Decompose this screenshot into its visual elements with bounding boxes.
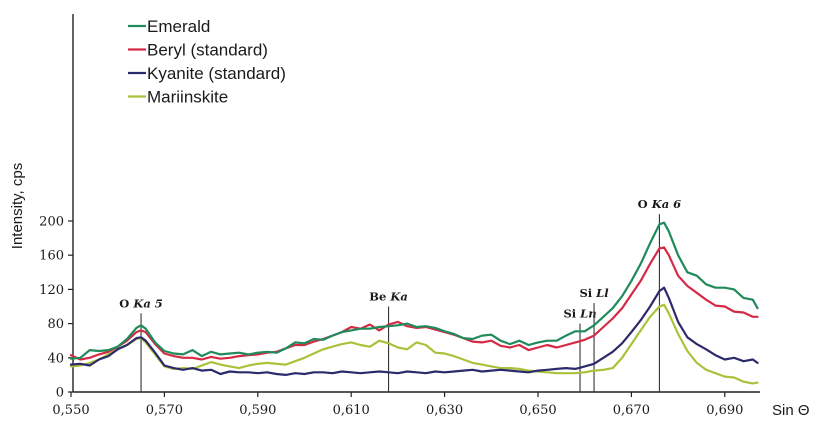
x-tick-label: 0,550 bbox=[52, 403, 89, 418]
x-tick-label: 0,630 bbox=[426, 403, 463, 418]
series-line-kyanite-standard bbox=[69, 286, 759, 376]
series-lines bbox=[69, 221, 759, 385]
annotation-label: Si Ll bbox=[579, 286, 609, 300]
series-line-beryl-standard bbox=[69, 246, 759, 361]
legend-label: Emerald bbox=[147, 17, 210, 36]
x-tick-label: 0,570 bbox=[146, 403, 183, 418]
axes: 0 40 80 120 160 200 0,550 0,570 0,590 0,610 0,630 0… bbox=[39, 14, 760, 418]
legend-label: Mariinskite bbox=[147, 88, 228, 107]
annotation-label: O Ka 6 bbox=[638, 197, 681, 211]
series-line-emerald bbox=[69, 221, 759, 360]
y-axis-title: Intensity, cps bbox=[9, 163, 26, 249]
annotation-label: Be Ka bbox=[369, 290, 408, 304]
annotation-label: Si Ln bbox=[563, 307, 596, 321]
x-tick-label: 0,590 bbox=[239, 403, 276, 418]
y-tick-label: 160 bbox=[39, 249, 64, 264]
annotation-label: O Ka 5 bbox=[119, 296, 162, 310]
legend: Emerald Beryl (standard) Kyanite (standard… bbox=[128, 17, 286, 107]
y-tick-label: 200 bbox=[39, 215, 64, 230]
x-tick-label: 0,690 bbox=[706, 403, 743, 418]
y-tick-label: 40 bbox=[47, 351, 64, 366]
x-tick-label: 0,610 bbox=[333, 403, 370, 418]
x-tick-label: 0,670 bbox=[613, 403, 650, 418]
y-tick-label: 0 bbox=[56, 386, 64, 401]
x-axis-title: Sin Θ bbox=[772, 402, 810, 419]
legend-label: Beryl (standard) bbox=[147, 41, 268, 60]
y-tick-label: 120 bbox=[39, 283, 64, 298]
annotations: O Ka 5 Be Ka Si Ln Si Ll O Ka 6 bbox=[119, 197, 681, 392]
legend-label: Kyanite (standard) bbox=[147, 64, 286, 83]
y-tick-label: 80 bbox=[47, 317, 64, 332]
x-tick-label: 0,650 bbox=[519, 403, 556, 418]
